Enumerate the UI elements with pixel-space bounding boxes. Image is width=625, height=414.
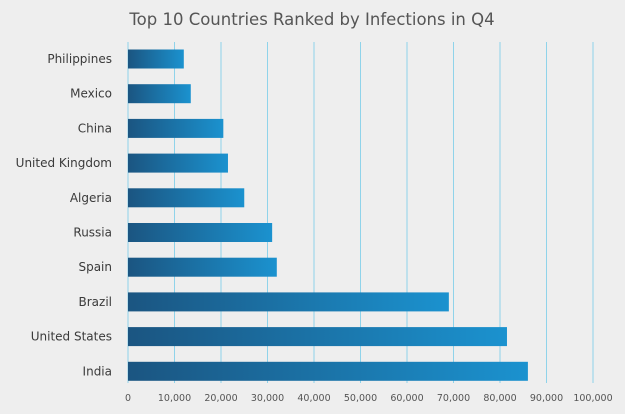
category-label: Mexico — [70, 87, 112, 101]
chart-title: Top 10 Countries Ranked by Infections in… — [128, 10, 494, 29]
category-label: China — [78, 121, 112, 135]
bar — [128, 49, 184, 69]
x-tick-label: 20,000 — [204, 393, 237, 404]
x-tick-label: 50,000 — [344, 393, 377, 404]
bar — [128, 292, 449, 312]
category-label: India — [83, 364, 112, 378]
category-label: Philippines — [47, 52, 112, 66]
x-tick-label: 70,000 — [437, 393, 470, 404]
x-tick-label: 90,000 — [530, 393, 563, 404]
x-tick-label: 30,000 — [251, 393, 284, 404]
x-tick-label: 60,000 — [390, 393, 423, 404]
category-labels: Philippines Mexico China United Kingdom Alge… — [16, 52, 112, 378]
category-label: Brazil — [79, 295, 113, 309]
bars — [128, 49, 528, 381]
x-tick-label: 40,000 — [297, 393, 330, 404]
bar — [128, 327, 507, 347]
x-tick-label: 0 — [125, 393, 131, 404]
category-label: United States — [31, 330, 112, 344]
category-label: Algeria — [70, 191, 112, 205]
bar — [128, 257, 277, 277]
bar — [128, 188, 245, 208]
bar — [128, 223, 273, 242]
category-label: Spain — [78, 260, 112, 274]
x-tick-label: 100,000 — [573, 393, 612, 404]
x-tick-label: 80,000 — [483, 393, 516, 404]
bar — [128, 153, 228, 173]
x-tick-label: 10,000 — [158, 393, 191, 404]
bar — [128, 118, 224, 138]
category-label: United Kingdom — [16, 156, 112, 170]
bar — [128, 361, 528, 381]
bar — [128, 84, 191, 104]
category-label: Russia — [73, 226, 112, 240]
x-tick-labels: 0 10,000 20,000 30,000 40,000 50,000 60,000 70,… — [125, 393, 613, 404]
